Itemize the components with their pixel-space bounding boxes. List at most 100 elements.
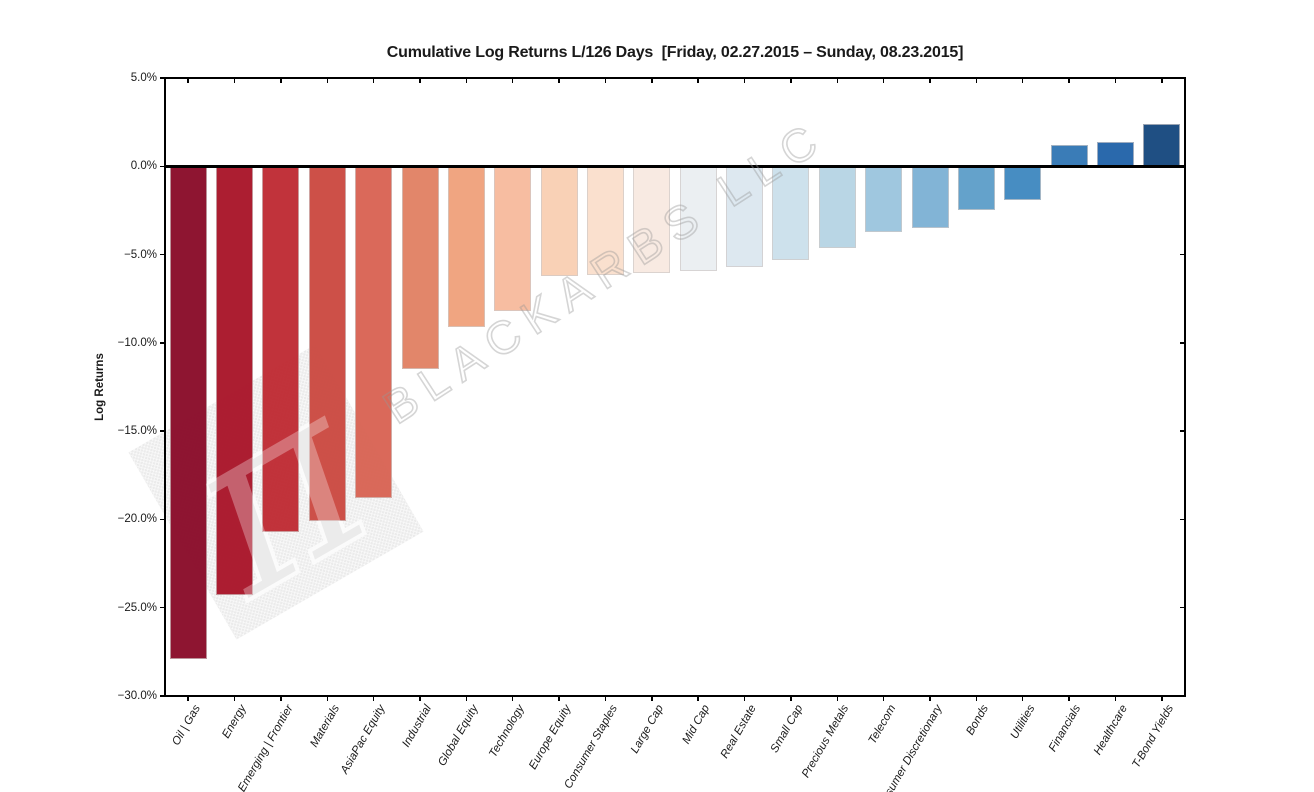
x-tick-top	[372, 78, 375, 83]
x-tick-bottom	[465, 696, 468, 701]
x-tick-label-materials: Materials	[307, 703, 342, 750]
x-tick-top	[790, 78, 792, 83]
y-tick-right	[1180, 253, 1185, 256]
y-tick-left	[160, 518, 165, 521]
x-tick-bottom	[1114, 696, 1117, 701]
y-tick-right	[1180, 606, 1185, 609]
bar-europe-equity	[540, 166, 578, 276]
x-tick-bottom	[187, 696, 189, 701]
y-tick-label-0: 0.0%	[130, 160, 157, 173]
x-tick-label-global-equity: Global Equity	[436, 703, 481, 769]
y-tick-label--15: −15.0%	[117, 425, 157, 438]
x-tick-bottom	[882, 696, 885, 701]
x-tick-bottom	[1068, 696, 1070, 701]
y-tick-label--10: −10.0%	[117, 336, 157, 349]
x-tick-bottom	[929, 696, 931, 701]
bar-oil-gas	[169, 166, 207, 659]
x-tick-bottom	[651, 696, 653, 701]
x-tick-label-oil-gas: Oil | Gas	[169, 703, 203, 748]
bar-consumer-staples	[586, 166, 624, 275]
x-tick-top	[326, 78, 329, 83]
bar-real-estate	[726, 166, 764, 267]
x-tick-top	[743, 78, 746, 83]
y-tick-label--25: −25.0%	[117, 601, 157, 614]
x-tick-top	[511, 78, 514, 83]
x-tick-label-large-cap: Large Cap	[628, 703, 667, 756]
bar-emerging-frontier	[262, 166, 300, 532]
y-tick-label--30: −30.0%	[117, 690, 157, 702]
x-tick-label-energy: Energy	[220, 703, 249, 741]
bar-mid-cap	[679, 166, 717, 272]
y-tick-left	[160, 430, 165, 432]
y-tick-left	[160, 165, 165, 168]
x-tick-label-telecom: Telecom	[866, 703, 899, 747]
x-tick-label-small-cap: Small Cap	[768, 703, 806, 755]
x-tick-bottom	[558, 696, 560, 701]
x-tick-label-europe-equity: Europe Equity	[526, 703, 574, 772]
x-tick-bottom	[511, 696, 514, 701]
x-tick-top	[882, 78, 885, 83]
x-tick-top	[1068, 78, 1070, 83]
y-tick-left	[160, 253, 165, 256]
x-tick-label-precious-metals: Precious Metals	[800, 703, 852, 780]
x-tick-top	[1021, 78, 1024, 83]
x-tick-bottom	[790, 696, 792, 701]
y-tick-label-5: 5.0%	[130, 72, 157, 84]
x-tick-bottom	[1161, 696, 1163, 701]
y-tick-label--20: −20.0%	[117, 513, 157, 526]
x-tick-label-asiapac-equity: AsiaPac Equity	[338, 703, 389, 776]
x-tick-bottom	[372, 696, 375, 701]
bar-utilities	[1004, 166, 1042, 200]
x-tick-top	[233, 78, 236, 83]
x-tick-label-financials: Financials	[1047, 703, 1084, 754]
x-tick-top	[975, 78, 978, 83]
bar-energy	[216, 166, 254, 596]
y-tick-right	[1180, 342, 1185, 344]
chart-title: Cumulative Log Returns L/126 Days [Frida…	[386, 44, 964, 61]
x-tick-bottom	[975, 696, 978, 701]
x-tick-bottom	[743, 696, 746, 701]
bar-asiapac-equity	[355, 166, 393, 499]
bar-telecom	[865, 166, 903, 232]
y-tick-left	[160, 77, 165, 79]
y-tick-right	[1180, 77, 1185, 79]
y-tick-right	[1180, 518, 1185, 521]
x-tick-label-utilities: Utilities	[1008, 703, 1038, 742]
y-tick-left	[160, 695, 165, 697]
bar-bonds	[957, 166, 995, 211]
y-tick-left	[160, 606, 165, 609]
x-tick-top	[558, 78, 560, 83]
bar-consumer-discretionary	[911, 166, 949, 229]
y-tick-label--5: −5.0%	[124, 248, 157, 261]
x-tick-label-bonds: Bonds	[964, 703, 991, 738]
x-tick-label-mid-cap: Mid Cap	[680, 703, 713, 747]
x-tick-bottom	[604, 696, 607, 701]
x-tick-top	[929, 78, 931, 83]
x-tick-top	[604, 78, 607, 83]
bar-small-cap	[772, 166, 810, 260]
x-tick-top	[697, 78, 699, 83]
bar-technology	[494, 166, 532, 312]
x-tick-bottom	[280, 696, 282, 701]
y-tick-right	[1180, 430, 1185, 432]
x-tick-label-real-estate: Real Estate	[718, 703, 759, 761]
x-tick-top	[465, 78, 468, 83]
x-tick-top	[187, 78, 189, 83]
x-tick-bottom	[836, 696, 839, 701]
x-tick-label-t-bond-yields: T-Bond Yields	[1130, 703, 1177, 771]
x-tick-label-healthcare: Healthcare	[1091, 703, 1130, 758]
x-tick-bottom	[1021, 696, 1024, 701]
x-tick-top	[1161, 78, 1163, 83]
bar-industrial	[401, 166, 439, 370]
x-tick-label-technology: Technology	[487, 703, 528, 760]
x-tick-label-industrial: Industrial	[400, 703, 435, 750]
x-tick-top	[280, 78, 282, 83]
x-tick-bottom	[233, 696, 236, 701]
zero-line	[164, 164, 1186, 168]
bar-precious-metals	[818, 166, 856, 248]
x-tick-top	[1114, 78, 1117, 83]
x-tick-top	[651, 78, 653, 83]
x-tick-bottom	[326, 696, 329, 701]
y-tick-right	[1180, 695, 1185, 697]
